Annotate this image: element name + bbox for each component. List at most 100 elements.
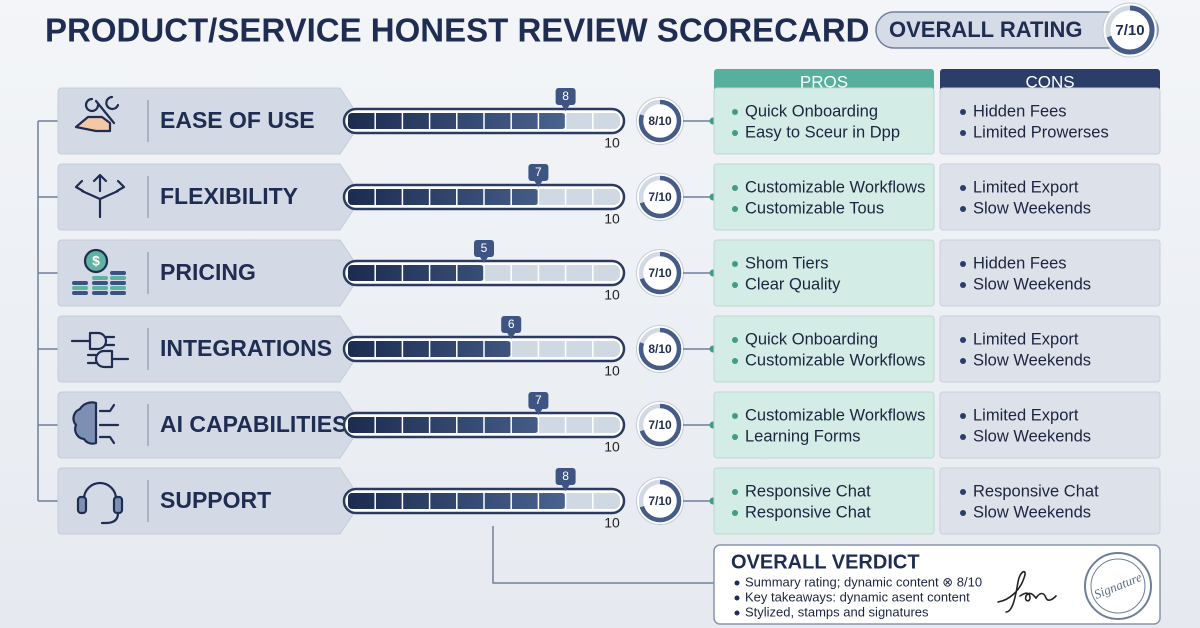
ring-label: 7/10 <box>648 266 672 280</box>
pros-item: Learning Forms <box>745 427 861 445</box>
row-card <box>57 163 363 231</box>
cons-item: Hidden Fees <box>973 102 1067 120</box>
row-icon <box>110 276 126 280</box>
row-label: INTEGRATIONS <box>160 335 332 361</box>
verdict-bullet <box>734 580 740 586</box>
pros-bullet <box>732 413 738 419</box>
cons-bullet <box>960 109 966 115</box>
cons-item: Limited Export <box>973 178 1079 196</box>
signature-scribble <box>997 570 1057 613</box>
pros-item: Responsive Chat <box>745 482 871 500</box>
pros-bullet <box>732 358 738 364</box>
cons-box <box>939 163 1161 231</box>
verdict-bullet <box>734 610 740 616</box>
pros-title: PROS <box>800 72 848 91</box>
stamp-outer <box>1084 552 1152 620</box>
pros-box <box>713 315 935 383</box>
row-icon <box>110 271 126 275</box>
score-max: 10 <box>604 211 620 227</box>
pros-bullet <box>732 206 738 212</box>
overall-label: OVERALL RATING <box>889 17 1083 42</box>
cons-bullet <box>960 282 966 288</box>
pros-bullet <box>732 282 738 288</box>
pros-item: Quick Onboarding <box>745 330 878 348</box>
cons-bullet <box>960 510 966 516</box>
score-max: 10 <box>604 439 620 455</box>
row-card <box>57 391 363 459</box>
pros-item: Customizable Workflows <box>745 351 925 369</box>
score-pointer <box>480 257 488 263</box>
cons-box <box>939 391 1161 459</box>
title: PRODUCT/SERVICE HONEST REVIEW SCORECARD <box>45 12 869 49</box>
row-card <box>57 467 363 535</box>
row-icon <box>98 403 120 445</box>
cons-bullet <box>960 337 966 343</box>
ring-label: 7/10 <box>648 418 672 432</box>
pros-box <box>713 239 935 307</box>
pros-bullet <box>732 261 738 267</box>
ring-arc <box>638 175 682 219</box>
verdict-item: Key takeaways: dynamic asent content <box>745 589 970 604</box>
ring-label: 7/10 <box>648 190 672 204</box>
pros-bullet <box>732 130 738 136</box>
verdict-title: OVERALL VERDICT <box>731 551 920 573</box>
row-icon <box>74 115 112 133</box>
score-pointer <box>534 181 543 187</box>
bar-fill <box>348 417 539 433</box>
score-value: 7 <box>535 393 542 407</box>
cons-box <box>939 315 1161 383</box>
stamp-inner <box>1090 558 1146 614</box>
pros-item: Shom Tiers <box>745 254 828 272</box>
ring-label: 7/10 <box>1115 22 1144 39</box>
verdict-connector <box>492 526 714 584</box>
cons-bullet <box>960 261 966 267</box>
score-value: 8 <box>562 89 569 103</box>
row-icon <box>110 291 126 295</box>
cons-item: Slow Weekends <box>973 199 1091 217</box>
ring-arc <box>1105 5 1155 55</box>
score-pointer <box>534 409 543 415</box>
cons-item: Slow Weekends <box>973 427 1091 445</box>
cons-bullet <box>960 185 966 191</box>
row-label: AI CAPABILITIES <box>160 411 347 437</box>
score-value: 6 <box>508 317 515 331</box>
score-max: 10 <box>604 135 620 151</box>
pros-box <box>713 467 935 535</box>
ring-arc <box>638 479 682 523</box>
score-pointer <box>561 105 570 111</box>
row-icon <box>70 331 130 369</box>
row-icon <box>92 281 108 285</box>
score-badge <box>528 392 549 409</box>
row-icon <box>76 495 88 515</box>
score-max: 10 <box>604 287 620 303</box>
row-label: FLEXIBILITY <box>160 183 298 209</box>
cons-item: Slow Weekends <box>973 503 1091 521</box>
verdict-item: Summary rating; dynamic content ⊗ 8/10 <box>745 574 982 589</box>
row-icon <box>84 97 100 113</box>
overall-pill <box>875 11 1159 49</box>
ring-label: 8/10 <box>648 114 672 128</box>
score-value: 5 <box>481 241 488 255</box>
cons-bullet <box>960 206 966 212</box>
verdict-bullet <box>734 595 740 601</box>
verdict-box <box>713 544 1161 625</box>
pros-bullet <box>732 510 738 516</box>
cons-title: CONS <box>1025 72 1074 91</box>
cons-bullet <box>960 489 966 495</box>
ring-face <box>1102 2 1158 58</box>
row-icon <box>110 286 126 290</box>
cons-item: Slow Weekends <box>973 351 1091 369</box>
row-icon <box>92 286 108 290</box>
bar-fill <box>348 189 539 205</box>
row-icon <box>82 481 118 507</box>
cons-bullet <box>960 130 966 136</box>
pros-item: Easy to Sceur in Dpp <box>745 123 900 141</box>
cons-bullet <box>960 434 966 440</box>
ring-arc <box>638 403 682 447</box>
row-icon <box>100 511 120 525</box>
cons-item: Hidden Fees <box>973 254 1067 272</box>
pros-box <box>713 391 935 459</box>
score-pointer <box>507 333 516 339</box>
